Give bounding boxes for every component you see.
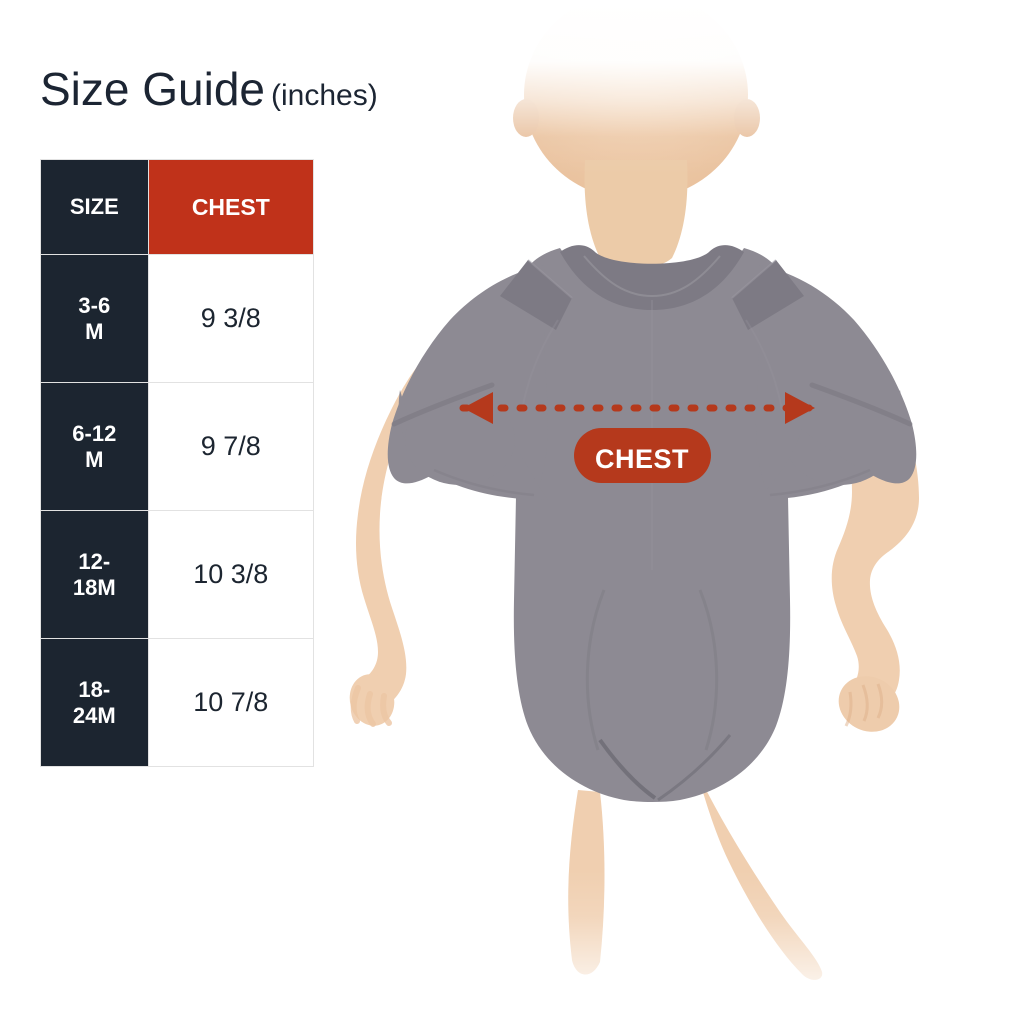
svg-text:CHEST: CHEST <box>595 444 689 474</box>
